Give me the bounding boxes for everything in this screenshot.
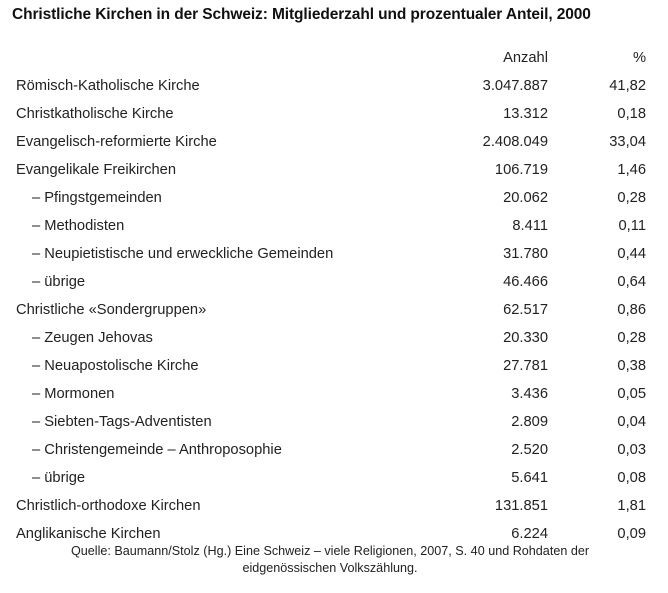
table-row: – übrige 46.466 0,64 (0, 268, 668, 296)
row-label-sub: – übrige (32, 274, 86, 290)
row-percent: 0,38 (617, 358, 646, 374)
row-count: 2.809 (511, 414, 548, 430)
church-membership-table: Anzahl % Römisch-Katholische Kirche 3.047… (0, 44, 668, 548)
row-percent: 0,05 (617, 386, 646, 402)
row-label-sub: – Zeugen Jehovas (32, 330, 153, 346)
row-count: 2.408.049 (482, 134, 548, 150)
row-percent: 1,46 (617, 162, 646, 178)
source-note-line-1: Quelle: Baumann/Stolz (Hg.) Eine Schweiz… (70, 544, 590, 558)
page-title: Christliche Kirchen in der Schweiz: Mitg… (12, 6, 591, 23)
table-row: – Methodisten 8.411 0,11 (0, 212, 668, 240)
row-percent: 0,09 (617, 526, 646, 542)
row-percent: 1,81 (617, 498, 646, 514)
column-header-percent: % (632, 50, 646, 66)
row-count: 62.517 (503, 302, 548, 318)
row-label-sub: – Christengemeinde – Anthroposophie (32, 442, 282, 458)
table-header: Anzahl % (0, 44, 668, 72)
table-row: Römisch-Katholische Kirche 3.047.887 41,82 (0, 72, 668, 100)
row-count: 5.641 (511, 470, 548, 486)
table-row: Christliche «Sondergruppen» 62.517 0,86 (0, 296, 668, 324)
row-label-sub: – Neupietistische und erweckliche Gemein… (32, 246, 334, 262)
table-row: Evangelisch-reformierte Kirche 2.408.049 3… (0, 128, 668, 156)
row-label-sub: – Siebten-Tags-Adventisten (32, 414, 212, 430)
row-count: 3.047.887 (482, 78, 548, 94)
table-row: Anglikanische Kirchen 6.224 0,09 (0, 520, 668, 548)
row-label: Christlich-orthodoxe Kirchen (16, 498, 201, 514)
row-percent: 0,03 (617, 442, 646, 458)
row-count: 46.466 (503, 274, 548, 290)
column-header-label (0, 44, 430, 72)
row-label: Christliche «Sondergruppen» (16, 302, 207, 318)
row-label: Evangelisch-reformierte Kirche (16, 134, 217, 150)
row-percent: 0,64 (617, 274, 646, 290)
table-header-row: Anzahl % (0, 44, 668, 72)
row-count: 2.520 (511, 442, 548, 458)
row-percent: 0,86 (617, 302, 646, 318)
row-percent: 0,28 (617, 190, 646, 206)
row-count: 3.436 (511, 386, 548, 402)
table-row: Evangelikale Freikirchen 106.719 1,46 (0, 156, 668, 184)
table-row: Christlich-orthodoxe Kirchen 131.851 1,81 (0, 492, 668, 520)
row-percent: 0,08 (617, 470, 646, 486)
row-percent: 0,44 (617, 246, 646, 262)
table-row: – Neuapostolische Kirche 27.781 0,38 (0, 352, 668, 380)
row-count: 20.062 (503, 190, 548, 206)
row-count: 131.851 (494, 498, 548, 514)
table-row: – Neupietistische und erweckliche Gemein… (0, 240, 668, 268)
table-row: – Pfingstgemeinden 20.062 0,28 (0, 184, 668, 212)
row-count: 31.780 (503, 246, 548, 262)
row-label: Römisch-Katholische Kirche (16, 78, 200, 94)
row-label-sub: – Pfingstgemeinden (32, 190, 162, 206)
table-row: Christkatholische Kirche 13.312 0,18 (0, 100, 668, 128)
row-percent: 41,82 (609, 78, 646, 94)
row-count: 20.330 (503, 330, 548, 346)
table-row: – Siebten-Tags-Adventisten 2.809 0,04 (0, 408, 668, 436)
row-label-sub: – Methodisten (32, 218, 125, 234)
row-label: Christkatholische Kirche (16, 106, 174, 122)
row-label: Evangelikale Freikirchen (16, 162, 177, 178)
table-row: – Mormonen 3.436 0,05 (0, 380, 668, 408)
row-count: 106.719 (494, 162, 548, 178)
row-percent: 0,11 (618, 218, 647, 234)
row-percent: 33,04 (609, 134, 646, 150)
table-row: – Zeugen Jehovas 20.330 0,28 (0, 324, 668, 352)
table-row: – Christengemeinde – Anthroposophie 2.520… (0, 436, 668, 464)
table-body: Römisch-Katholische Kirche 3.047.887 41,82… (0, 72, 668, 548)
row-percent: 0,18 (617, 106, 646, 122)
row-count: 8.411 (512, 218, 548, 234)
row-label-sub: – Mormonen (32, 386, 115, 402)
row-count: 13.312 (503, 106, 548, 122)
row-count: 6.224 (511, 526, 548, 542)
row-label: Anglikanische Kirchen (16, 526, 161, 542)
row-percent: 0,04 (617, 414, 646, 430)
table-row: – übrige 5.641 0,08 (0, 464, 668, 492)
source-note: Quelle: Baumann/Stolz (Hg.) Eine Schweiz… (28, 543, 632, 577)
column-header-count: Anzahl (503, 50, 548, 66)
source-note-line-2: eidgenössischen Volkszählung. (242, 561, 418, 575)
row-label-sub: – Neuapostolische Kirche (32, 358, 199, 374)
row-label-sub: – übrige (32, 470, 86, 486)
row-percent: 0,28 (617, 330, 646, 346)
row-count: 27.781 (503, 358, 548, 374)
